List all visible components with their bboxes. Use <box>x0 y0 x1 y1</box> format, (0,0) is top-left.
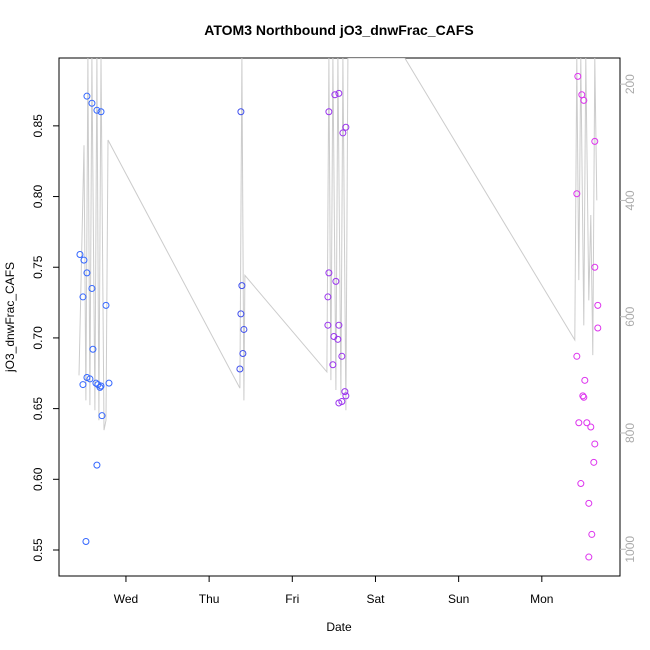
y-tick-label: 0.65 <box>31 397 45 421</box>
point <box>578 91 586 99</box>
point <box>341 388 349 396</box>
point <box>338 352 346 360</box>
point <box>83 92 91 100</box>
y-tick-label: 0.75 <box>31 255 45 279</box>
point <box>325 108 333 116</box>
point <box>79 293 87 301</box>
point <box>573 190 581 198</box>
point <box>332 277 340 285</box>
point <box>96 383 104 391</box>
y2-tick-label: 200 <box>623 74 637 94</box>
y2-tick-label: 800 <box>623 423 637 443</box>
point <box>97 108 105 116</box>
y-tick-label: 0.85 <box>31 114 45 138</box>
point <box>92 379 100 387</box>
point <box>80 256 88 264</box>
point <box>329 361 337 369</box>
x-tick-label: Wed <box>114 592 138 606</box>
point <box>83 269 91 277</box>
x-tick-label: Sat <box>366 592 385 606</box>
point <box>237 310 245 318</box>
point <box>86 375 94 383</box>
point <box>575 419 583 427</box>
point <box>325 269 333 277</box>
point <box>79 381 87 389</box>
point <box>335 89 343 97</box>
chart-title: ATOM3 Northbound jO3_dnwFrac_CAFS <box>204 22 473 38</box>
point <box>585 499 593 507</box>
point <box>88 99 96 107</box>
point <box>89 345 97 353</box>
y-tick-label: 0.70 <box>31 326 45 350</box>
point <box>93 461 101 469</box>
point <box>76 251 84 259</box>
point <box>93 106 101 114</box>
point <box>342 392 350 400</box>
x-tick-label: Mon <box>530 592 553 606</box>
point <box>338 398 346 406</box>
point <box>590 458 598 466</box>
point <box>239 349 247 357</box>
x-tick-label: Sun <box>448 592 469 606</box>
point <box>342 123 350 131</box>
point <box>577 480 585 488</box>
plot-area <box>76 58 602 561</box>
point <box>331 91 339 99</box>
y-axis-label: jO3_dnwFrac_CAFS <box>3 262 17 373</box>
plot-frame <box>58 57 621 577</box>
point <box>580 393 588 401</box>
point <box>574 72 582 80</box>
y2-tick-label: 1000 <box>623 536 637 563</box>
point <box>238 282 246 290</box>
point <box>587 423 595 431</box>
point <box>334 335 342 343</box>
point <box>591 263 599 271</box>
point <box>581 376 589 384</box>
x-tick-label: Fri <box>285 592 299 606</box>
point <box>236 365 244 373</box>
y-tick-label: 0.55 <box>31 538 45 562</box>
point <box>591 137 599 145</box>
point <box>583 419 591 427</box>
point <box>82 538 90 546</box>
point <box>102 301 110 309</box>
point <box>324 321 332 329</box>
point <box>237 108 245 116</box>
point <box>591 440 599 448</box>
point <box>594 324 602 332</box>
point <box>588 530 596 538</box>
point <box>324 293 332 301</box>
point <box>339 129 347 137</box>
x-axis-label: Date <box>326 620 352 634</box>
point <box>573 352 581 360</box>
point <box>240 325 248 333</box>
y2-tick-label: 400 <box>623 190 637 210</box>
y-tick-label: 0.60 <box>31 467 45 491</box>
point <box>88 284 96 292</box>
point <box>594 301 602 309</box>
point <box>105 379 113 387</box>
x-tick-label: Thu <box>199 592 220 606</box>
y-tick-label: 0.80 <box>31 185 45 209</box>
point <box>579 392 587 400</box>
y2-tick-label: 600 <box>623 306 637 326</box>
point <box>580 96 588 104</box>
point <box>335 321 343 329</box>
point <box>98 412 106 420</box>
point <box>97 382 105 390</box>
point <box>585 553 593 561</box>
pressure-line <box>78 58 598 431</box>
